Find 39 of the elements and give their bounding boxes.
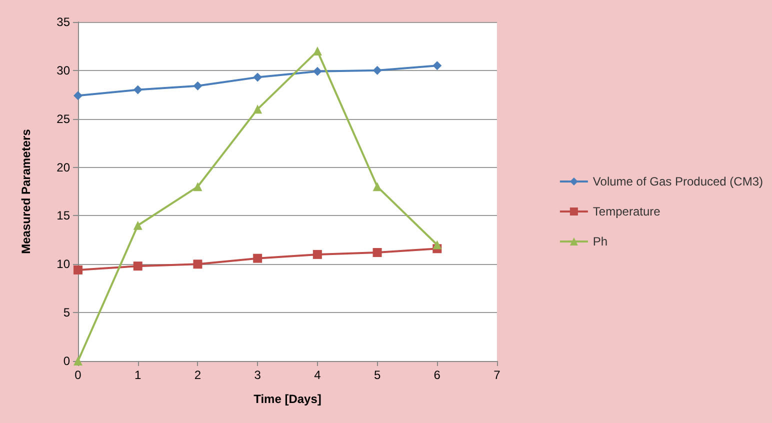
y-tick-label: 35 <box>56 15 70 29</box>
y-tick-label: 15 <box>56 208 70 223</box>
point <box>312 250 322 259</box>
point <box>193 260 202 269</box>
point <box>372 66 382 75</box>
legend-label: Temperature <box>592 204 661 218</box>
point <box>372 248 382 258</box>
point <box>253 72 262 82</box>
x-tick-label: 5 <box>374 368 381 382</box>
y-axis-title: Measured Parameters <box>19 128 33 254</box>
x-tick-label: 0 <box>74 368 82 382</box>
point <box>193 182 202 192</box>
x-tick-label: 2 <box>194 368 202 382</box>
point <box>133 262 142 271</box>
y-tick-label: 10 <box>56 257 70 272</box>
point <box>253 254 262 263</box>
x-tick-label: 6 <box>434 368 441 382</box>
point <box>432 61 442 70</box>
y-tick-label: 30 <box>56 63 70 78</box>
point <box>432 240 442 250</box>
point <box>74 91 82 100</box>
point <box>312 66 322 76</box>
point <box>74 265 82 274</box>
legend-label: Volume of Gas Produced (CM3) <box>592 174 764 188</box>
x-tick-label: 4 <box>314 368 322 382</box>
x-tick-label: 3 <box>254 368 262 382</box>
x-axis-title: Time [Days] <box>254 392 322 406</box>
y-tick-label: 0 <box>63 354 70 368</box>
point <box>133 220 142 230</box>
x-tick-label: 1 <box>134 368 142 382</box>
y-tick-label: 20 <box>56 160 70 174</box>
point <box>253 104 262 114</box>
y-tick-label: 5 <box>63 306 70 320</box>
y-tick-label: 25 <box>56 112 70 126</box>
legend-label: Ph <box>592 234 608 248</box>
point <box>372 182 382 192</box>
point <box>133 85 142 94</box>
x-tick-label: 7 <box>494 368 501 382</box>
point <box>193 81 202 90</box>
